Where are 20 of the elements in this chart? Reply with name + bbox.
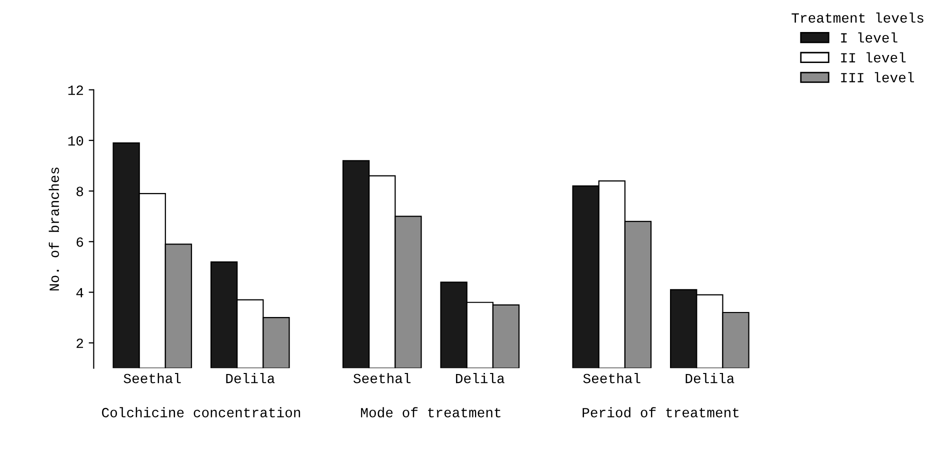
text: Mode of treatment — [361, 407, 500, 418]
x-tick-label: Delila — [456, 373, 504, 384]
x-tick-label: Delila — [226, 373, 275, 384]
y-tick-label: 10 — [68, 136, 84, 146]
x-tick-label: Seethal — [583, 373, 640, 384]
legend-label: III level — [841, 72, 914, 82]
legend-label: II level — [841, 52, 906, 62]
y-tick-label: 6 — [76, 237, 84, 247]
y-tick-label: 12 — [68, 86, 83, 95]
x-tick-label: Delila — [686, 373, 734, 384]
y-axis-title: No. of branches — [48, 168, 60, 290]
legend-title: Treatment levels — [792, 12, 924, 23]
legend-label: I level — [841, 32, 898, 43]
text: Colchicine concentration — [102, 407, 300, 418]
text: Period of treatment — [582, 407, 739, 418]
y-tick-label: 8 — [76, 186, 84, 196]
y-tick-label: 4 — [76, 288, 84, 298]
y-tick-label: 2 — [76, 338, 83, 348]
x-tick-label: Seethal — [124, 373, 181, 384]
x-tick-label: Seethal — [353, 373, 411, 384]
